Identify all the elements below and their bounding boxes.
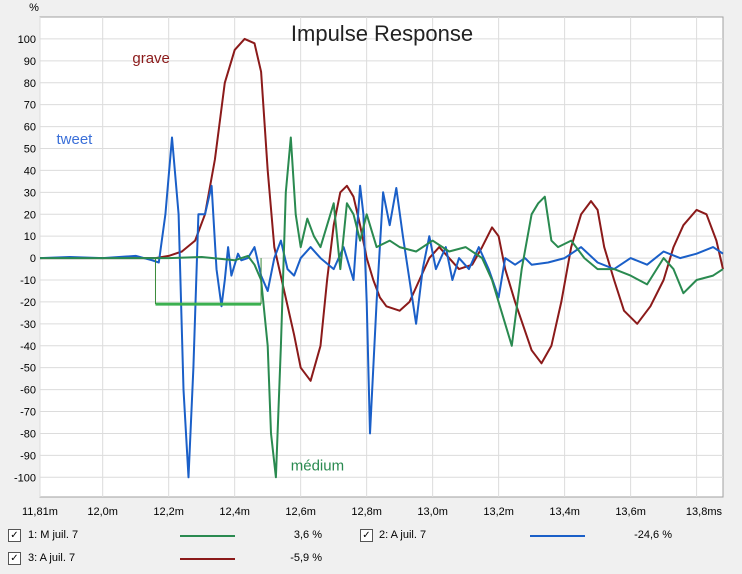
y-tick-label: -80 (20, 428, 36, 440)
legend-label-3: 3: A juil. 7 (28, 552, 76, 564)
x-tick-label: 12,6m (285, 506, 316, 518)
y-tick-label: -70 (20, 407, 36, 419)
legend-label-2: 2: A juil. 7 (379, 529, 427, 541)
checkbox-3[interactable]: ✓ (8, 552, 21, 565)
annotation-médium: médium (291, 458, 344, 475)
x-tick-label: 13,0m (417, 506, 448, 518)
y-tick-label: 90 (24, 56, 36, 68)
x-tick-label: 12,0m (87, 506, 118, 518)
x-tick-label: 13,4m (549, 506, 580, 518)
y-axis-unit: % (29, 2, 39, 14)
x-tick-label: 13,6m (615, 506, 646, 518)
x-axis-ticks: 11,81m 12,0m 12,2m 12,4m 12,6m 12,8m 13,0m 13,2… (22, 506, 722, 518)
series-line-médium (40, 136, 724, 479)
y-tick-label: -90 (20, 450, 36, 462)
legend-label-1: 1: M juil. 7 (28, 529, 79, 541)
y-tick-label: -60 (20, 385, 36, 397)
y-tick-label: 70 (24, 100, 36, 112)
y-axis-ticks: 1009080706050403020100-10-20-30-40-50-60… (14, 34, 36, 484)
y-tick-label: -10 (20, 275, 36, 287)
x-tick-label: 12,4m (219, 506, 250, 518)
chart-title: Impulse Response (291, 21, 473, 46)
y-tick-label: -20 (20, 297, 36, 309)
grid (39, 17, 723, 497)
legend-value-1: 3,6 % (293, 529, 322, 541)
y-tick-label: 80 (24, 78, 36, 90)
x-tick-label: 13,8ms (686, 506, 723, 518)
x-tick-label: 12,8m (351, 506, 382, 518)
y-tick-label: -50 (20, 363, 36, 375)
impulse-response-chart: 1009080706050403020100-10-20-30-40-50-60… (14, 2, 724, 518)
y-tick-label: 40 (24, 165, 36, 177)
green-bracket (154, 258, 262, 306)
y-tick-label: -100 (14, 472, 36, 484)
legend-line-3 (180, 558, 235, 560)
annotation-grave: grave (132, 50, 170, 67)
legend-line-2 (530, 535, 585, 537)
x-tick-label: 12,2m (153, 506, 184, 518)
legend-value-3: -5,9 % (290, 552, 322, 564)
annotation-tweet: tweet (56, 131, 93, 148)
x-tick-label: 13,2m (483, 506, 514, 518)
y-tick-label: 100 (18, 34, 36, 46)
y-tick-label: 20 (24, 209, 36, 221)
y-tick-label: -30 (20, 319, 36, 331)
y-tick-label: 10 (24, 231, 36, 243)
legend-value-2: -24,6 % (634, 529, 672, 541)
checkbox-1[interactable]: ✓ (8, 529, 21, 542)
y-tick-label: 60 (24, 122, 36, 134)
y-tick-label: -40 (20, 341, 36, 353)
series-line-tweet (39, 136, 724, 479)
legend-line-1 (180, 535, 235, 537)
y-tick-label: 50 (24, 144, 36, 156)
y-tick-label: 0 (30, 253, 36, 265)
y-tick-label: 30 (24, 187, 36, 199)
annotations: grave tweet médium (56, 50, 344, 475)
checkbox-2[interactable]: ✓ (360, 529, 373, 542)
x-tick-label: 11,81m (22, 506, 58, 518)
series-lines (39, 37, 724, 479)
plot-background (39, 16, 724, 498)
